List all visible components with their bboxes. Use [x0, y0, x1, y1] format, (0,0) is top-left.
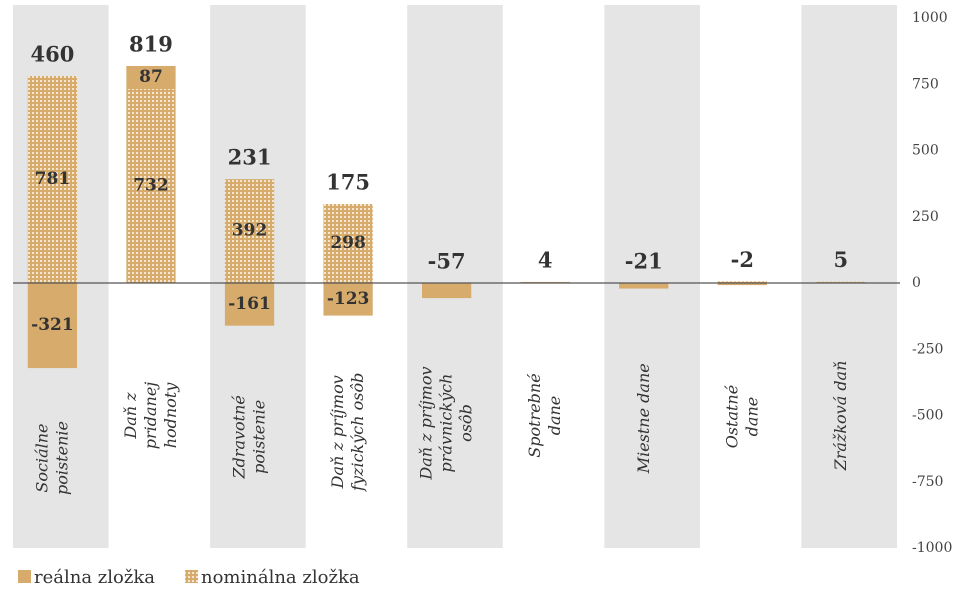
- x-tick-label: Sociálnepoistenie: [32, 421, 71, 495]
- band-background: [604, 5, 700, 548]
- x-tick-label: Zdravotnépoistenie: [229, 395, 268, 479]
- bar-segment: [717, 283, 767, 286]
- y-tick-label: 250: [912, 209, 939, 225]
- segment-label: 392: [232, 221, 268, 241]
- band-background: [407, 5, 503, 548]
- y-tick-label: 500: [912, 143, 939, 159]
- segment-label: 781: [35, 169, 71, 189]
- bar-segment: [323, 283, 373, 316]
- total-label: -57: [428, 249, 466, 274]
- band-background: [801, 5, 898, 548]
- segment-label: -123: [327, 289, 370, 309]
- total-label: 231: [228, 145, 272, 170]
- y-tick-label: 0: [912, 275, 921, 291]
- x-tick-label: Zrážková daň: [830, 361, 849, 472]
- x-tick-label: Daň z príjmovfyzických osôb: [328, 373, 367, 492]
- bar-segment: [422, 283, 472, 299]
- y-tick-label: -750: [912, 474, 943, 490]
- bar-segment: [619, 283, 669, 289]
- legend-label: reálna zložka: [34, 567, 155, 588]
- x-tick-label: Daň zpridanejhodnoty: [120, 382, 179, 450]
- segment-label: -321: [31, 315, 74, 335]
- x-tick-label: Spotrebnédane: [525, 373, 564, 457]
- legend-label: nominálna zložka: [201, 567, 360, 588]
- bar-segment: [27, 283, 78, 369]
- total-label: -21: [625, 249, 663, 274]
- total-label: -2: [731, 247, 754, 272]
- bar-segment: [27, 76, 78, 283]
- x-tick-label: Ostatnédane: [722, 385, 761, 449]
- y-tick-label: 1000: [912, 10, 948, 26]
- segment-label: 732: [133, 176, 169, 196]
- total-label: 819: [129, 31, 173, 56]
- total-label: 5: [834, 247, 849, 272]
- y-tick-label: -500: [912, 408, 943, 424]
- x-tick-label: Daň z príjmovprávnickýchosôb: [416, 367, 475, 481]
- bar-segment: [717, 281, 767, 283]
- y-tick-label: -250: [912, 341, 943, 357]
- bar-segment: [224, 179, 275, 283]
- bar-segment: [224, 283, 275, 326]
- segment-label: 298: [330, 233, 366, 253]
- legend-swatch: [18, 570, 31, 583]
- x-tick-label: Miestne dane: [633, 363, 652, 474]
- total-label: 175: [326, 170, 370, 195]
- bar-segment: [323, 204, 373, 283]
- legend-swatch: [185, 570, 198, 583]
- bar-segment: [126, 65, 176, 90]
- bar-segment: [126, 89, 176, 284]
- y-tick-label: -1000: [912, 540, 952, 556]
- y-tick-label: 750: [912, 76, 939, 92]
- segment-label: 87: [139, 67, 163, 87]
- total-label: 4: [538, 247, 553, 272]
- total-label: 460: [31, 42, 75, 67]
- segment-label: -161: [228, 294, 271, 314]
